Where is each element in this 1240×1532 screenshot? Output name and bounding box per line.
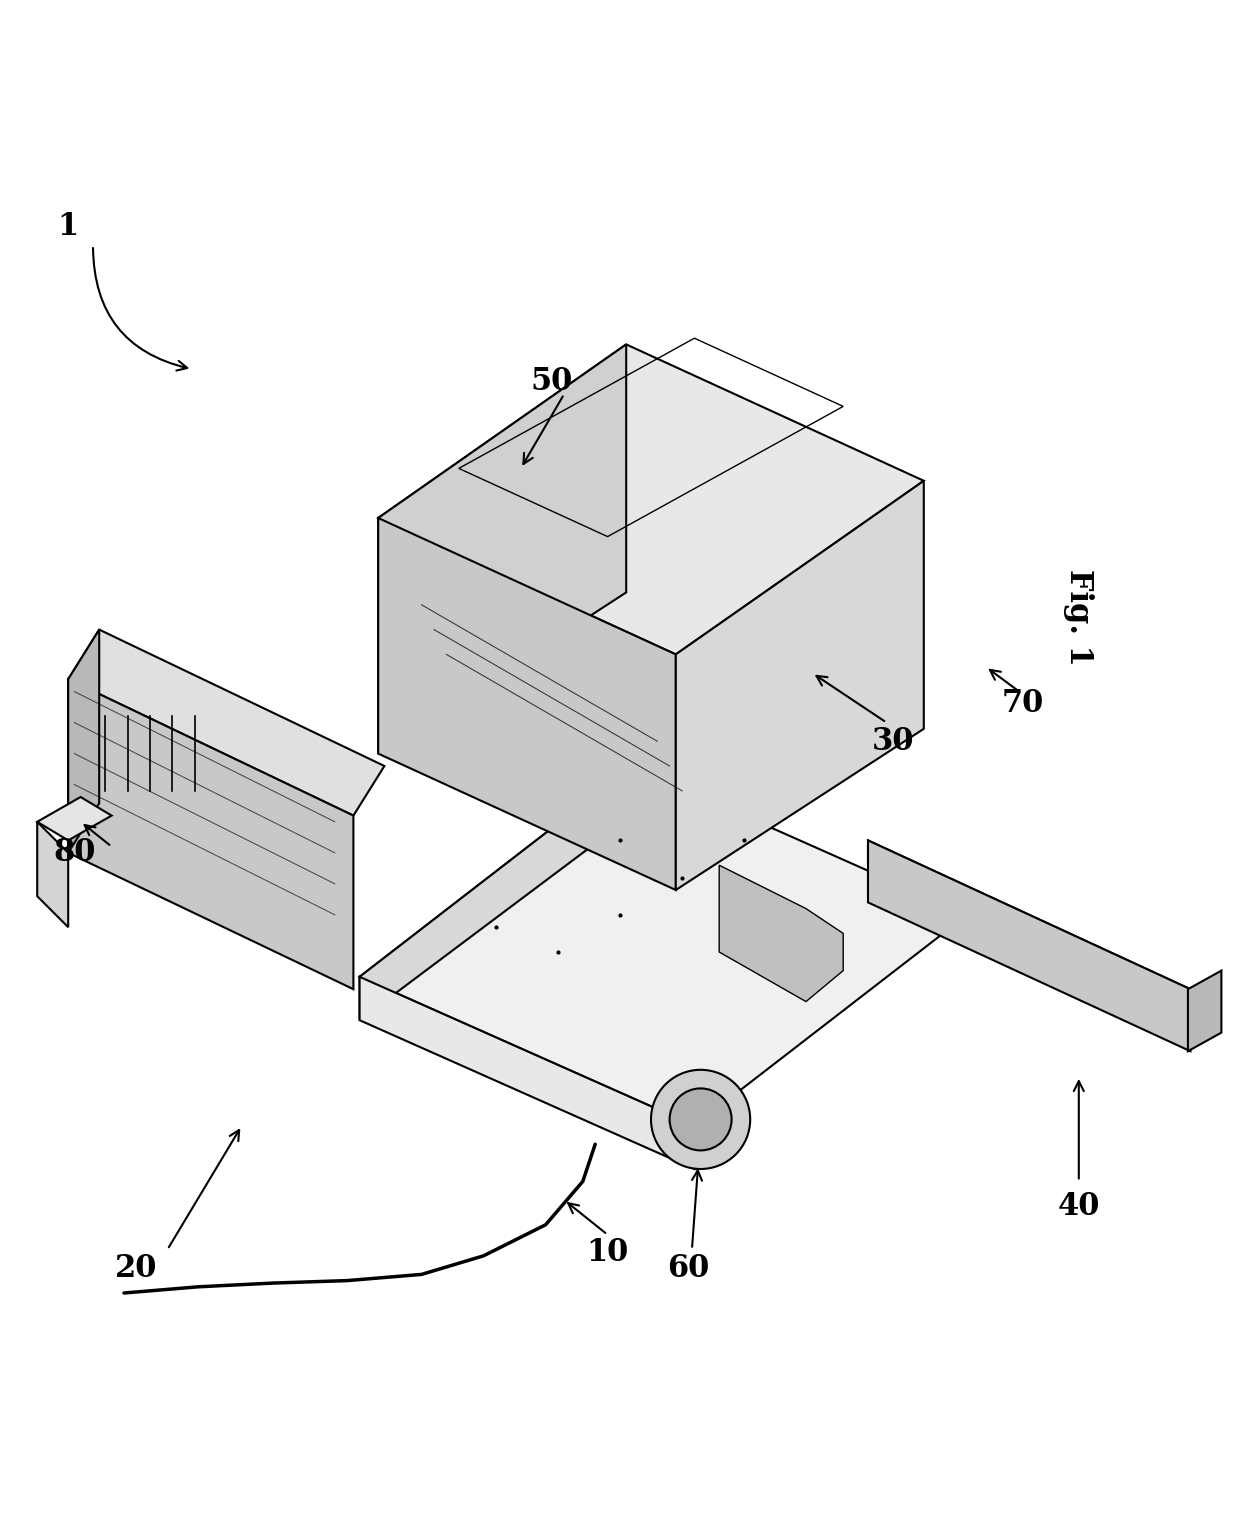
Text: 80: 80 xyxy=(53,838,95,869)
Circle shape xyxy=(651,1069,750,1169)
FancyArrowPatch shape xyxy=(692,1170,702,1247)
Polygon shape xyxy=(68,679,353,990)
Polygon shape xyxy=(360,977,694,1169)
Text: 1: 1 xyxy=(57,211,79,242)
Polygon shape xyxy=(360,766,632,1020)
FancyArrowPatch shape xyxy=(568,1203,605,1233)
Polygon shape xyxy=(37,797,112,841)
Polygon shape xyxy=(378,345,924,654)
Polygon shape xyxy=(719,866,843,1002)
Text: 30: 30 xyxy=(872,726,914,757)
Polygon shape xyxy=(68,630,99,853)
Polygon shape xyxy=(68,630,384,815)
Text: 40: 40 xyxy=(1058,1190,1100,1221)
FancyArrowPatch shape xyxy=(93,248,187,371)
Text: 60: 60 xyxy=(667,1253,709,1284)
Text: Fig. 1: Fig. 1 xyxy=(1063,568,1094,665)
Circle shape xyxy=(670,1088,732,1151)
FancyArrowPatch shape xyxy=(523,397,563,464)
Text: 10: 10 xyxy=(587,1236,629,1267)
FancyArrowPatch shape xyxy=(84,826,109,844)
Polygon shape xyxy=(37,821,68,927)
FancyArrowPatch shape xyxy=(1074,1082,1084,1178)
FancyArrowPatch shape xyxy=(990,669,1017,689)
Polygon shape xyxy=(378,518,676,890)
Polygon shape xyxy=(378,345,626,754)
Polygon shape xyxy=(1188,971,1221,1051)
Text: 20: 20 xyxy=(115,1253,157,1284)
Polygon shape xyxy=(360,766,967,1126)
Text: 50: 50 xyxy=(531,366,573,397)
FancyArrowPatch shape xyxy=(169,1131,239,1247)
Polygon shape xyxy=(676,481,924,890)
Text: 70: 70 xyxy=(1002,688,1044,720)
FancyArrowPatch shape xyxy=(816,676,884,722)
Polygon shape xyxy=(868,841,1190,1051)
Polygon shape xyxy=(868,841,1190,1014)
